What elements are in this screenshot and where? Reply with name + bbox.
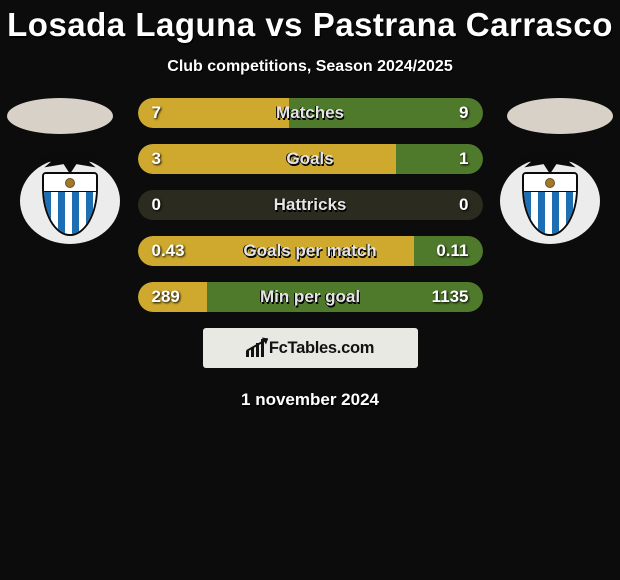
stat-rows: 79Matches 31Goals 00Hattricks 0.430.11Goals… xyxy=(138,98,483,312)
stat-row: 0.430.11Goals per match xyxy=(138,236,483,266)
stat-row: 79Matches xyxy=(138,98,483,128)
stat-label: Hattricks xyxy=(138,190,483,220)
stat-label: Matches xyxy=(138,98,483,128)
chart-icon xyxy=(246,339,266,357)
stat-label: Goals xyxy=(138,144,483,174)
date-label: 1 november 2024 xyxy=(0,390,620,410)
comparison-card: Losada Laguna vs Pastrana Carrasco Club … xyxy=(0,0,620,580)
page-title: Losada Laguna vs Pastrana Carrasco xyxy=(0,0,620,44)
teams-and-stats: 79Matches 31Goals 00Hattricks 0.430.11Goals… xyxy=(0,98,620,312)
player-image-left-placeholder xyxy=(7,98,113,134)
stat-label: Goals per match xyxy=(138,236,483,266)
subtitle: Club competitions, Season 2024/2025 xyxy=(0,58,620,76)
stat-row: 31Goals xyxy=(138,144,483,174)
stat-label: Min per goal xyxy=(138,282,483,312)
team-crest-right xyxy=(500,158,600,244)
team-crest-left xyxy=(20,158,120,244)
brand-badge[interactable]: FcTables.com xyxy=(203,328,418,368)
player-image-right-placeholder xyxy=(507,98,613,134)
brand-label: FcTables.com xyxy=(269,339,374,358)
stat-row: 00Hattricks xyxy=(138,190,483,220)
stat-row: 2891135Min per goal xyxy=(138,282,483,312)
